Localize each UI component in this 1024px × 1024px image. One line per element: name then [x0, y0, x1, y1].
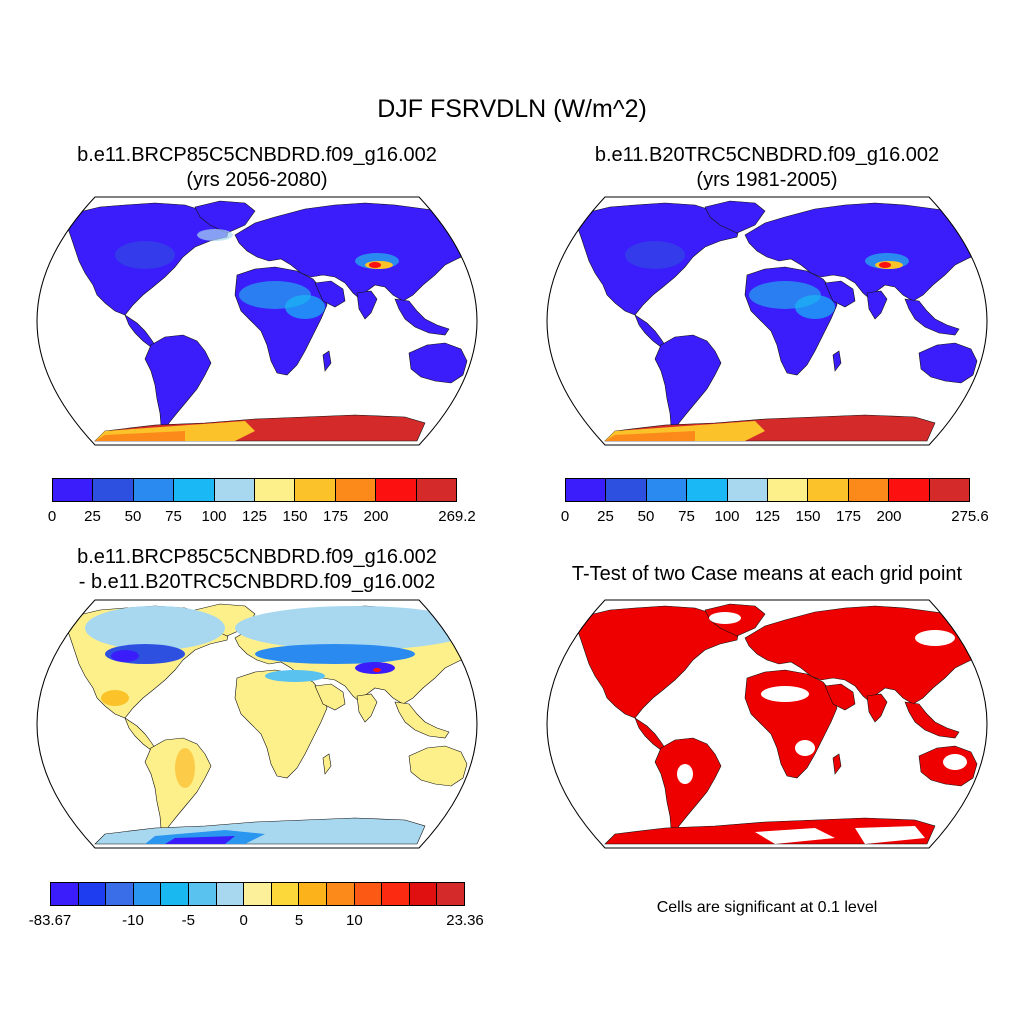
colorbar-tick-label: 150 [795, 508, 821, 525]
colorbar-box [335, 479, 377, 501]
colorbar-box [326, 883, 355, 905]
colorbar-box [382, 883, 410, 905]
colorbar-tick-label: -83.67 [28, 912, 72, 929]
colorbar-box [78, 883, 107, 905]
colorbar-box [161, 883, 189, 905]
colorbar-box [295, 479, 336, 501]
panel-2-title: b.e11.B20TRC5CNBDRD.f09_g16.002 (yrs 198… [510, 143, 1024, 193]
colorbar-tick-label: 200 [363, 508, 389, 525]
colorbar-tick-label: 10 [345, 912, 363, 929]
colorbar-box [214, 479, 256, 501]
map-panel-rcp85 [36, 196, 478, 446]
colorbar-tick-label: 269.2 [438, 508, 476, 525]
colorbar-tick-label: 50 [637, 508, 655, 525]
colorbar-box [646, 479, 688, 501]
colorbar-box [354, 883, 383, 905]
colorbar-tick-label: 75 [165, 508, 182, 525]
panel-4-title: T-Test of two Case means at each grid po… [571, 563, 963, 585]
colorbar-tick-label: 75 [678, 508, 695, 525]
colorbar-tick-label: 0 [239, 912, 248, 929]
colorbar-box [133, 479, 175, 501]
colorbar-tick-label: 150 [282, 508, 308, 525]
colorbar-box [606, 479, 647, 501]
colorbar-box [768, 479, 809, 501]
colorbar-box [687, 479, 728, 501]
panel-2-years: (yrs 1981-2005) [696, 169, 838, 191]
panel-2-case: b.e11.B20TRC5CNBDRD.f09_g16.002 [594, 144, 940, 166]
colorbar-tick-label: 25 [597, 508, 614, 525]
colorbar-tick-label: -5 [181, 912, 195, 929]
panel-1-years: (yrs 2056-2080) [186, 169, 328, 191]
colorbar-box [376, 479, 417, 501]
colorbar-box [271, 883, 300, 905]
colorbar-tick-label: 5 [294, 912, 304, 929]
panel-3-title: b.e11.BRCP85C5CNBDRD.f09_g16.002 - b.e11… [0, 545, 514, 595]
colorbar-box [244, 883, 272, 905]
figure-title: DJF FSRVDLN (W/m^2) [377, 95, 647, 123]
map-panel-historical [546, 196, 988, 446]
colorbar-box [566, 479, 607, 501]
colorbar-box [133, 883, 162, 905]
map-panel-ttest [546, 599, 988, 849]
colorbar-tick-label: 125 [754, 508, 781, 525]
colorbar-box [188, 883, 217, 905]
panel-3-minus-case: - b.e11.B20TRC5CNBDRD.f09_g16.002 [78, 571, 436, 593]
colorbar-box [727, 479, 769, 501]
colorbar-tick-label: 125 [241, 508, 268, 525]
colorbar-tick-label: 100 [714, 508, 740, 525]
colorbar-box [409, 883, 438, 905]
colorbar-box [174, 479, 215, 501]
colorbar-box [255, 479, 296, 501]
colorbar-box [216, 883, 245, 905]
colorbar-tick-label: 175 [322, 508, 349, 525]
colorbar-box [848, 479, 890, 501]
colorbar-box [53, 479, 94, 501]
colorbar-difference [50, 882, 465, 906]
panel-1-case: b.e11.BRCP85C5CNBDRD.f09_g16.002 [77, 144, 437, 166]
colorbar-box [51, 883, 79, 905]
colorbar-tick-label: 275.6 [951, 508, 989, 525]
colorbar-tick-label: 0 [47, 508, 57, 525]
colorbar-tick-label: 175 [835, 508, 862, 525]
antarctica-shape [94, 817, 426, 845]
colorbar-historical [565, 478, 970, 502]
panel-1-title: b.e11.BRCP85C5CNBDRD.f09_g16.002 (yrs 20… [0, 143, 514, 193]
colorbar-tick-label: 50 [124, 508, 142, 525]
colorbar-tick-label: 200 [876, 508, 902, 525]
colorbar-box [106, 883, 134, 905]
colorbar-box [889, 479, 930, 501]
significance-note: Cells are significant at 0.1 level [656, 899, 878, 916]
colorbar-box [929, 479, 970, 501]
panel-3-case: b.e11.BRCP85C5CNBDRD.f09_g16.002 [77, 546, 437, 568]
colorbar-tick-label: 25 [84, 508, 101, 525]
colorbar-box [437, 883, 464, 905]
colorbar-tick-label: -10 [122, 912, 144, 929]
colorbar-box [299, 883, 327, 905]
colorbar-tick-label: 0 [560, 508, 570, 525]
colorbar-tick-label: 100 [201, 508, 227, 525]
colorbar-box [416, 479, 457, 501]
colorbar-tick-label: 23.36 [446, 912, 484, 929]
colorbar-box [808, 479, 849, 501]
colorbar-box [93, 479, 134, 501]
map-panel-difference [36, 599, 478, 849]
colorbar-rcp85 [52, 478, 457, 502]
